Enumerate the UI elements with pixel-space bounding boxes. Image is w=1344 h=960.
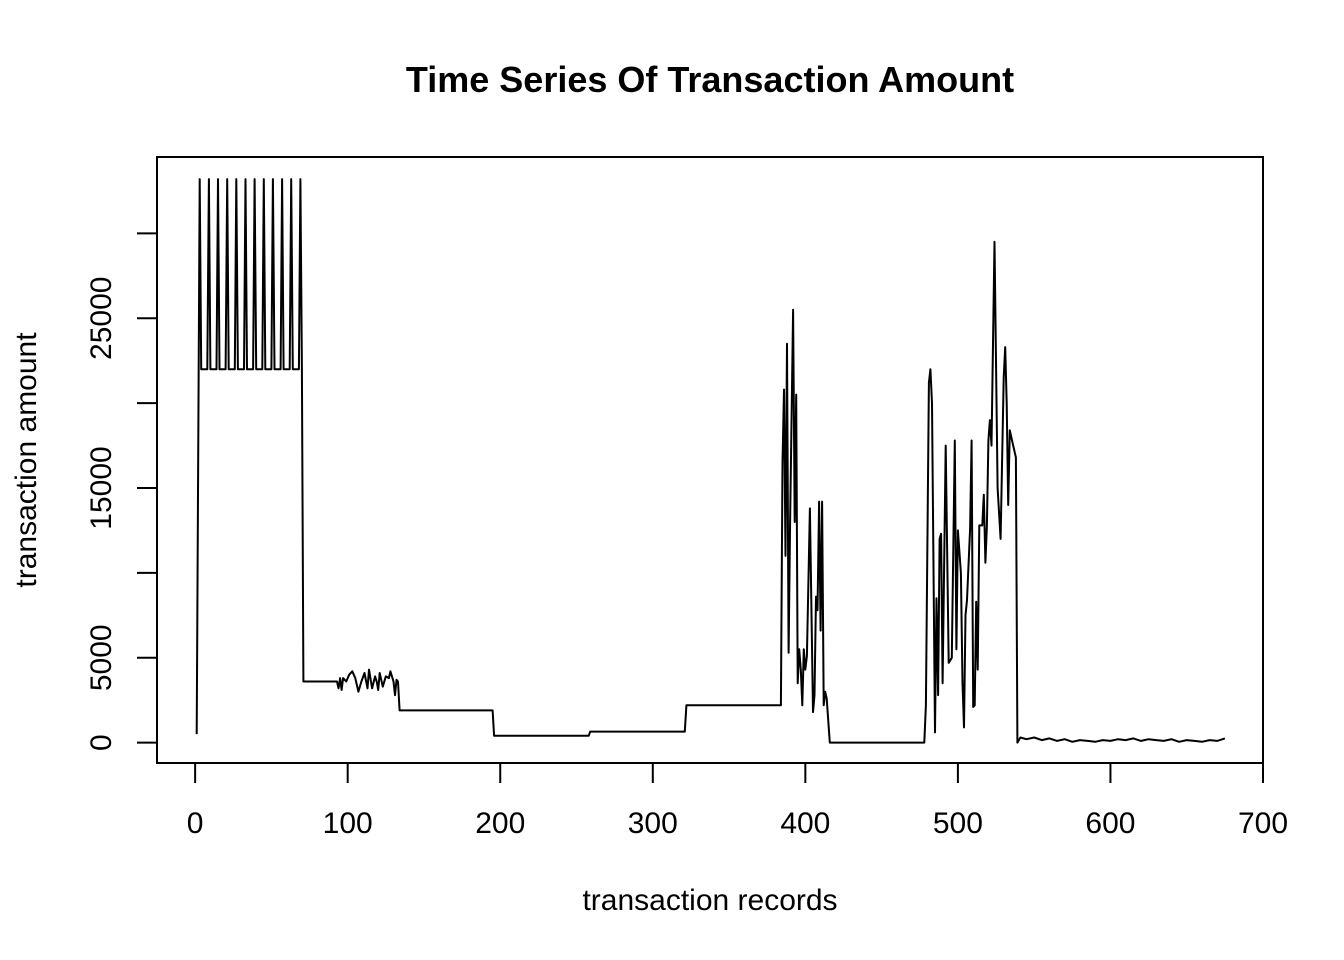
x-tick-label: 300 <box>628 807 678 840</box>
x-tick-label: 200 <box>475 807 525 840</box>
y-axis-label: transaction amount <box>10 332 43 588</box>
y-tick-label: 0 <box>85 734 118 751</box>
y-tick-label: 5000 <box>85 624 118 691</box>
chart-title: Time Series Of Transaction Amount <box>406 59 1014 100</box>
x-axis: 0 100 200 300 400 500 600 700 <box>187 762 1288 840</box>
x-tick-label: 400 <box>780 807 830 840</box>
y-axis: 0 5000 15000 25000 <box>85 232 158 751</box>
x-tick-label: 0 <box>187 807 204 840</box>
x-axis-label: transaction records <box>582 884 837 917</box>
x-tick-label: 600 <box>1085 807 1135 840</box>
plot-frame <box>156 156 1264 764</box>
x-tick-label: 100 <box>323 807 373 840</box>
y-tick-label: 25000 <box>85 277 118 360</box>
series-line <box>195 178 1226 744</box>
y-tick-label: 15000 <box>85 446 118 529</box>
x-tick-label: 700 <box>1238 807 1288 840</box>
x-tick-label: 500 <box>933 807 983 840</box>
